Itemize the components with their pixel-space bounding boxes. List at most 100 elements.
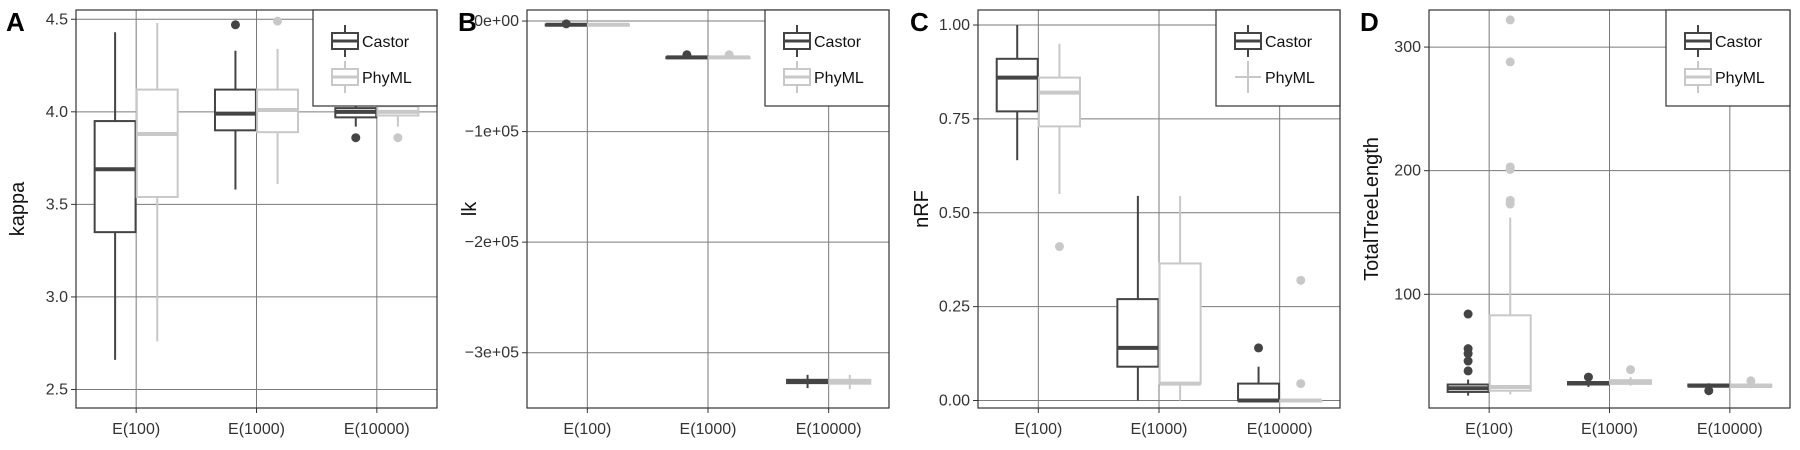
legend-label: PhyML xyxy=(362,70,412,87)
outlier-point xyxy=(1463,344,1473,354)
outlier-point xyxy=(1054,242,1064,252)
y-tick-label: 0.25 xyxy=(939,299,970,316)
outlier-point xyxy=(1463,366,1473,376)
y-tick-label: 1.00 xyxy=(939,17,970,34)
box-castor-1 xyxy=(213,20,257,190)
panel-letter: B xyxy=(458,7,477,37)
legend-item-castor: Castor xyxy=(1684,25,1763,57)
y-tick-label: 300 xyxy=(1394,39,1421,56)
box-phyml-1 xyxy=(707,50,751,60)
legend-label: Castor xyxy=(814,34,862,51)
legend: Castor PhyML xyxy=(312,9,438,107)
outlier-point xyxy=(1704,386,1714,396)
outlier-point xyxy=(1254,343,1264,353)
box-phyml-0 xyxy=(1488,15,1532,395)
box-castor-0 xyxy=(1446,309,1490,396)
box-phyml-1 xyxy=(1609,365,1653,386)
legend-label: PhyML xyxy=(814,70,864,87)
box-phyml-1 xyxy=(256,16,300,185)
box-iqr xyxy=(1116,298,1160,368)
x-tick-label: E(100) xyxy=(563,421,611,438)
outlier-point xyxy=(1296,275,1306,285)
legend-frame xyxy=(1215,9,1341,107)
panel-letter: D xyxy=(1360,7,1379,37)
panel-c: 0.00 0.25 0.50 0.75 1.00 E(100) E(1000) E(10000… xyxy=(910,7,1341,438)
legend-frame xyxy=(764,9,890,107)
box-iqr xyxy=(1037,76,1081,128)
y-tick-label: 3.5 xyxy=(46,196,68,213)
legend: Castor PhyML xyxy=(1665,9,1791,107)
x-tick-label: E(10000) xyxy=(344,421,410,438)
outlier-point xyxy=(1746,376,1756,386)
outlier-point xyxy=(273,16,283,26)
legend-frame xyxy=(1665,9,1791,107)
box-iqr xyxy=(1488,314,1532,392)
y-tick-label: −2e+05 xyxy=(465,234,519,251)
panel-d: 100 200 300 E(100) E(1000) E(10000) TotalTreeL… xyxy=(1360,7,1791,438)
outlier-point xyxy=(682,50,692,60)
box-iqr xyxy=(1237,382,1281,402)
outlier-point xyxy=(1505,195,1515,205)
panel-letter: C xyxy=(910,7,929,37)
box-iqr xyxy=(135,88,179,198)
outlier-point xyxy=(1626,365,1636,375)
y-axis-label: nRF xyxy=(911,190,933,228)
x-tick-label: E(1000) xyxy=(1581,421,1638,438)
box-phyml-0 xyxy=(586,22,630,27)
x-tick-label: E(10000) xyxy=(796,421,862,438)
panel-a: 2.5 3.0 3.5 4.0 4.5 E(100) E(1000) E(10000) kapp… xyxy=(6,7,438,438)
y-tick-label: −3e+05 xyxy=(465,345,519,362)
y-axis-label: kappa xyxy=(7,181,29,236)
legend-item-phyml: PhyML xyxy=(1235,61,1315,93)
box-phyml-2 xyxy=(1729,376,1773,389)
box-castor-2 xyxy=(1237,343,1281,403)
box-castor-0 xyxy=(544,19,588,29)
y-tick-label: 4.5 xyxy=(46,11,68,28)
box-iqr xyxy=(93,120,137,234)
legend-label: PhyML xyxy=(1265,70,1315,87)
x-tick-label: E(1000) xyxy=(1131,421,1188,438)
legend-item-castor: Castor xyxy=(1234,25,1313,57)
y-tick-label: 4.0 xyxy=(46,104,68,121)
outlier-point xyxy=(1583,372,1593,382)
legend-label: Castor xyxy=(1265,34,1313,51)
x-tick-label: E(1000) xyxy=(680,421,737,438)
box-phyml-0 xyxy=(1037,43,1081,252)
x-tick-label: E(100) xyxy=(1465,421,1513,438)
legend-item-phyml: PhyML xyxy=(331,61,412,93)
legend-frame xyxy=(312,9,438,107)
outlier-point xyxy=(1505,57,1515,67)
outlier-point xyxy=(393,133,403,143)
legend-label: Castor xyxy=(1715,34,1763,51)
y-axis-label: TotalTreeLength xyxy=(1361,137,1383,281)
box-iqr xyxy=(1158,262,1202,385)
box-iqr xyxy=(213,88,257,132)
legend-item-phyml: PhyML xyxy=(783,61,864,93)
legend: Castor PhyML xyxy=(764,9,890,107)
x-tick-label: E(100) xyxy=(1014,421,1062,438)
y-tick-label: 0.50 xyxy=(939,205,970,222)
box-castor-2 xyxy=(786,374,830,389)
box-castor-1 xyxy=(1116,195,1160,401)
y-tick-label: 2.5 xyxy=(46,381,68,398)
outlier-point xyxy=(1505,15,1515,25)
y-tick-label: 0.75 xyxy=(939,111,970,128)
x-tick-label: E(1000) xyxy=(228,421,285,438)
y-axis-label: lk xyxy=(459,201,481,216)
legend-label: PhyML xyxy=(1715,70,1765,87)
y-tick-label: 3.0 xyxy=(46,289,68,306)
outlier-point xyxy=(1505,162,1515,172)
y-tick-label: 100 xyxy=(1394,286,1421,303)
outlier-point xyxy=(724,50,734,60)
legend-item-castor: Castor xyxy=(783,25,862,57)
box-phyml-1 xyxy=(1158,195,1202,401)
y-tick-label: 0.00 xyxy=(939,392,970,409)
box-castor-0 xyxy=(93,32,137,360)
outlier-point xyxy=(1463,356,1473,366)
legend-label: Castor xyxy=(362,34,410,51)
box-castor-0 xyxy=(995,25,1039,161)
box-iqr xyxy=(995,57,1039,113)
box-castor-1 xyxy=(665,50,709,60)
y-tick-label: 200 xyxy=(1394,163,1421,180)
